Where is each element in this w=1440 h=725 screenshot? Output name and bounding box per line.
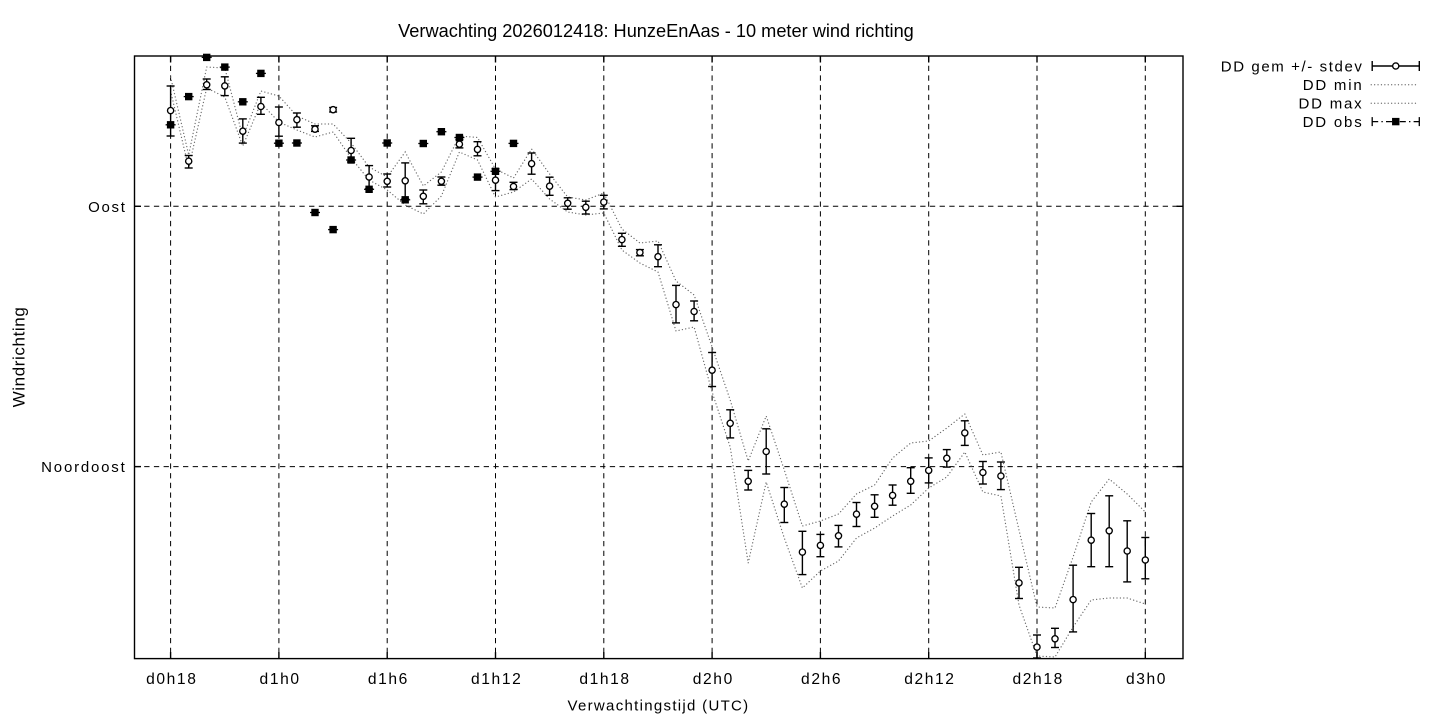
svg-text:d0h18: d0h18 — [146, 671, 197, 688]
svg-text:d1h6: d1h6 — [368, 671, 409, 688]
svg-text:Windrichting: Windrichting — [10, 307, 29, 408]
svg-text:d2h18: d2h18 — [1013, 671, 1064, 688]
svg-text:d2h12: d2h12 — [904, 671, 955, 688]
svg-text:DD obs: DD obs — [1303, 114, 1364, 131]
svg-text:DD gem +/- stdev: DD gem +/- stdev — [1221, 58, 1364, 75]
svg-text:Noordoost: Noordoost — [41, 459, 126, 476]
svg-text:d2h6: d2h6 — [801, 671, 842, 688]
svg-text:d3h0: d3h0 — [1126, 671, 1167, 688]
svg-text:DD min: DD min — [1303, 77, 1364, 94]
svg-text:d1h12: d1h12 — [471, 671, 522, 688]
svg-text:Oost: Oost — [88, 199, 126, 216]
svg-text:d2h0: d2h0 — [693, 671, 734, 688]
svg-text:Verwachtingstijd (UTC): Verwachtingstijd (UTC) — [568, 698, 750, 715]
svg-text:d1h0: d1h0 — [260, 671, 301, 688]
svg-text:DD max: DD max — [1299, 96, 1364, 113]
svg-text:d1h18: d1h18 — [579, 671, 630, 688]
svg-text:Verwachting 2026012418: HunzeE: Verwachting 2026012418: HunzeEnAas - 10 … — [398, 21, 914, 41]
